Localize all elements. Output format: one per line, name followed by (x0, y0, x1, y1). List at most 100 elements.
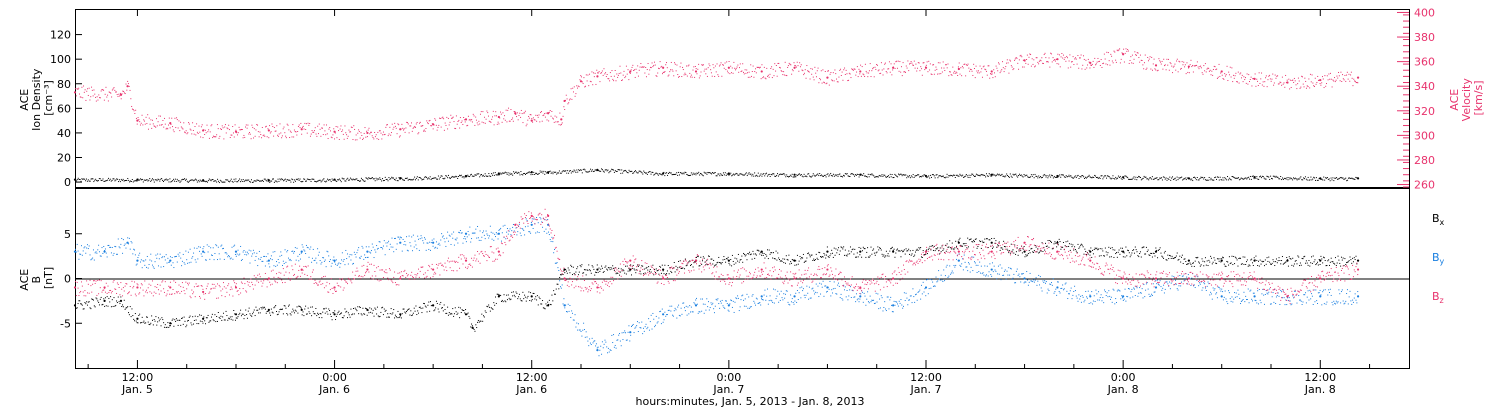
ion-density-sample (641, 172, 643, 174)
velocity-sample (161, 124, 163, 126)
ion-density-sample (946, 173, 948, 175)
velocity-sample (925, 64, 927, 66)
bx-sample (620, 268, 622, 270)
velocity-sample (1012, 69, 1014, 71)
velocity-sample (860, 75, 862, 77)
velocity-sample (382, 131, 384, 133)
velocity-sample (860, 64, 862, 66)
ion-density-sample (151, 178, 153, 180)
velocity-point (126, 85, 129, 88)
velocity-sample (1240, 77, 1242, 79)
bx-sample (304, 308, 306, 310)
bx-sample (1016, 247, 1018, 249)
ion-density-sample (828, 175, 830, 177)
bx-sample (433, 310, 435, 312)
ion-density-sample (404, 177, 406, 179)
bx-sample (207, 314, 209, 316)
ion-density-sample (590, 168, 592, 170)
velocity-sample (1018, 59, 1020, 61)
ion-density-sample (385, 179, 387, 181)
bx-sample (176, 319, 178, 321)
axis-ticks (75, 10, 1409, 368)
ion-density-sample (148, 179, 150, 181)
ion-density-sample (671, 174, 673, 176)
bx-sample (299, 306, 301, 308)
bx-sample (1293, 263, 1295, 265)
ion-density-sample (757, 172, 759, 174)
ion-density-sample (245, 179, 247, 181)
ion-density-sample (474, 174, 476, 176)
ion-density-sample (969, 176, 971, 178)
velocity-sample (1218, 63, 1220, 65)
velocity-sample (258, 136, 260, 138)
by-sample (131, 242, 133, 244)
by-sample (232, 258, 234, 260)
velocity-sample (501, 121, 503, 123)
velocity-sample (1220, 72, 1222, 74)
bx-sample (767, 258, 769, 260)
bx-sample (199, 320, 201, 322)
velocity-sample (892, 66, 894, 68)
bx-sample (538, 296, 540, 298)
ion-density-sample (381, 180, 383, 182)
ion-density-sample (1017, 176, 1019, 178)
velocity-sample (730, 72, 732, 74)
ion-density-sample (1110, 178, 1112, 180)
bx-sample (244, 314, 246, 316)
bx-sample (973, 239, 975, 241)
ion-density-sample (265, 179, 267, 181)
ion-density-sample (935, 174, 937, 176)
ion-density-sample (458, 176, 460, 178)
bx-sample (1081, 244, 1083, 246)
by-point (300, 250, 303, 253)
by-sample (170, 264, 172, 266)
bx-sample (888, 255, 890, 257)
velocity-sample (401, 123, 403, 125)
velocity-sample (1350, 74, 1352, 76)
velocity-sample (447, 117, 449, 119)
bx-sample (315, 307, 317, 309)
bx-sample (301, 314, 303, 316)
velocity-sample (600, 72, 602, 74)
velocity-sample (540, 112, 542, 114)
velocity-sample (153, 125, 155, 127)
bx-sample (135, 320, 137, 322)
ion-density-sample (893, 177, 895, 179)
velocity-sample (490, 121, 492, 123)
ion-density-sample (442, 177, 444, 179)
velocity-sample (243, 134, 245, 136)
ion-density-sample (1343, 178, 1345, 180)
velocity-sample (727, 72, 729, 74)
by-sample (204, 252, 206, 254)
bx-sample (376, 306, 378, 308)
velocity-sample (165, 128, 167, 130)
ion-density-sample (687, 174, 689, 176)
velocity-sample (1293, 81, 1295, 83)
ion-density-sample (362, 179, 364, 181)
ion-density-sample (481, 174, 483, 176)
velocity-sample (93, 89, 95, 91)
bx-sample (626, 265, 628, 267)
velocity-sample (569, 98, 571, 100)
ion-density-sample (524, 172, 526, 174)
ion-density-sample (722, 174, 724, 176)
ion-density-sample (188, 181, 190, 183)
velocity-sample (385, 126, 387, 128)
ion-density-sample (1147, 178, 1149, 180)
velocity-sample (568, 99, 570, 101)
velocity-sample (962, 67, 964, 69)
velocity-sample (173, 131, 175, 133)
ion-density-sample (695, 174, 697, 176)
velocity-sample (1072, 56, 1074, 58)
ion-density-sample (1225, 178, 1227, 180)
velocity-sample (350, 126, 352, 128)
bx-sample (162, 319, 164, 321)
velocity-sample (966, 64, 968, 66)
bx-sample (1130, 254, 1132, 256)
ion-density-sample (356, 178, 358, 180)
velocity-sample (685, 74, 687, 76)
velocity-sample (76, 88, 78, 90)
ion-density-sample (198, 181, 200, 183)
ion-density-sample (456, 176, 458, 178)
bx-sample (1110, 247, 1112, 249)
